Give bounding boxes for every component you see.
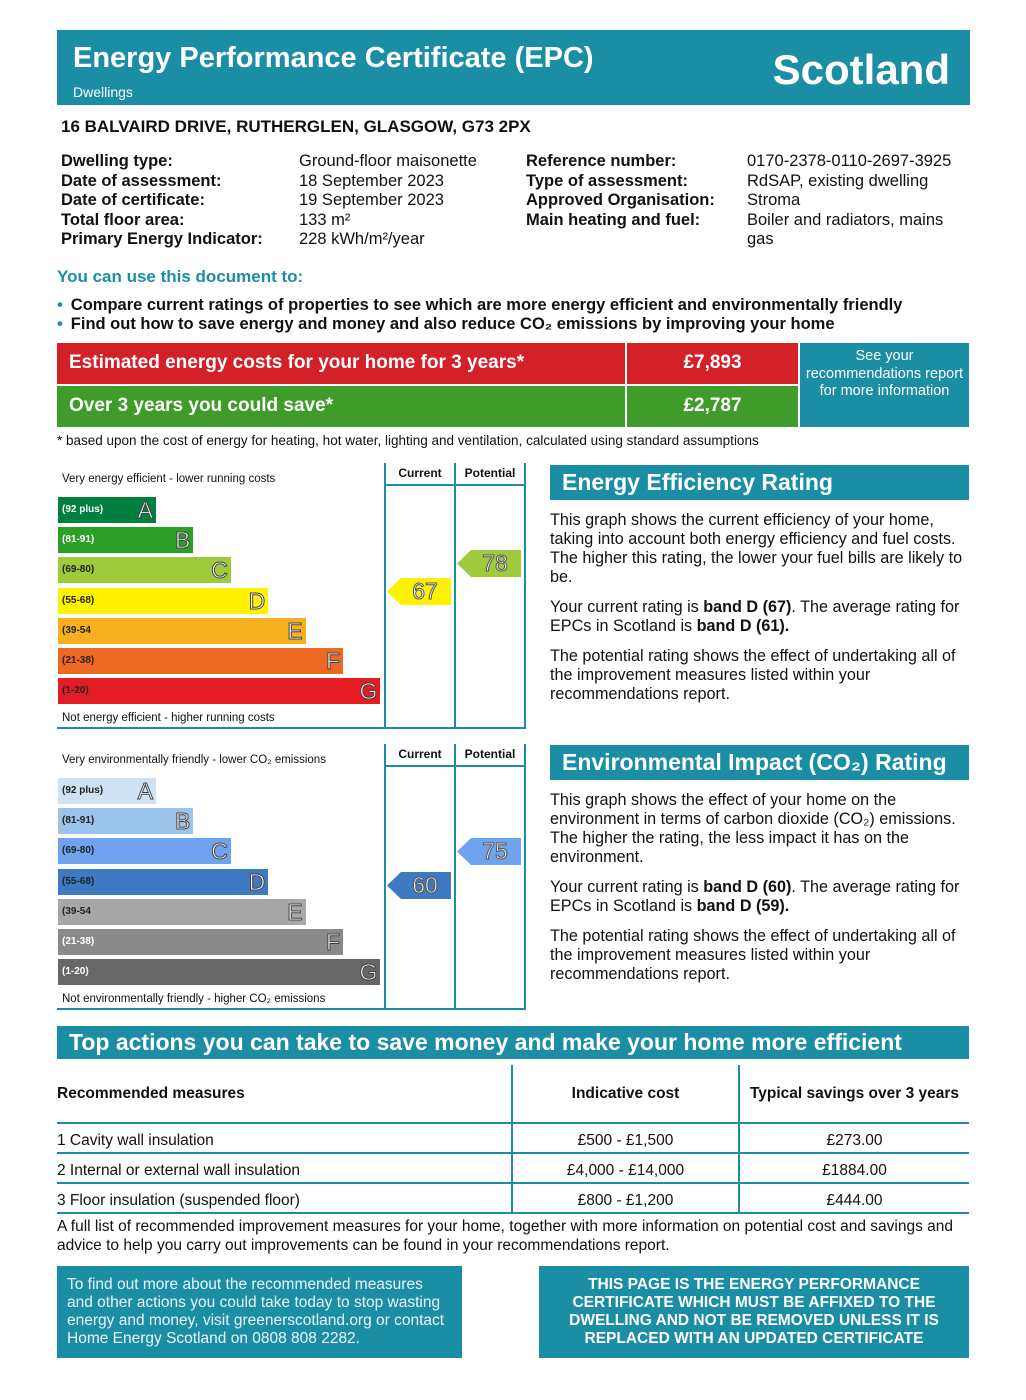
potential-rating-pointer: 75: [457, 838, 521, 865]
estimated-cost-value: £7,893: [627, 343, 798, 384]
info-value: 0170-2378-0110-2697-3925: [747, 152, 952, 170]
property-address: 16 BALVAIRD DRIVE, RUTHERGLEN, GLASGOW, …: [61, 117, 531, 136]
environmental-impact-chart: Very environmentally friendly - lower CO…: [57, 744, 527, 1010]
panel-heading: Energy Efficiency Rating: [550, 465, 969, 500]
chart-bottom-caption: Not energy efficient - higher running co…: [62, 712, 275, 724]
energy-efficiency-panel: Energy Efficiency Rating This graph show…: [550, 465, 969, 704]
panel-text: This graph shows the effect of your home…: [550, 791, 956, 866]
chart-top-caption: Very energy efficient - lower running co…: [62, 473, 276, 485]
info-label: Primary Energy Indicator:: [61, 230, 263, 248]
info-label: Date of certificate:: [61, 191, 205, 209]
potential-column-header: Potential: [464, 466, 516, 480]
bullet-item: • Find out how to save energy and money a…: [57, 315, 835, 333]
see-recommendations-box: See your recommendations report for more…: [800, 343, 969, 427]
potential-rating-pointer: 78: [457, 550, 521, 577]
info-label: Approved Organisation:: [526, 191, 715, 209]
column-header: Recommended measures: [57, 1065, 512, 1124]
info-row: Date of assessment: 18 September 2023: [61, 172, 524, 192]
rating-band-e: (39-54 E: [58, 617, 306, 644]
rating-band-c: (69-80) C: [58, 838, 231, 865]
current-column-header: Current: [398, 466, 442, 480]
potential-column-header: Potential: [464, 747, 516, 761]
current-rating-pointer: 67: [387, 578, 451, 605]
info-left: Dwelling type: Ground-floor maisonette Dat…: [61, 152, 524, 250]
info-label: Type of assessment:: [526, 171, 689, 190]
chart-bottom-caption: Not environmentally friendly - higher CO…: [62, 993, 326, 1005]
info-value: 228 kWh/m²/year: [299, 230, 425, 248]
panel-text: The potential rating shows the effect of…: [550, 647, 956, 703]
table-row: 3 Floor insulation (suspended floor) £800…: [57, 1183, 969, 1214]
info-right: Reference number: 0170-2378-0110-2697-392…: [526, 152, 972, 250]
info-label: Dwelling type:: [61, 152, 173, 170]
recommended-measures-table: Recommended measures Indicative cost Typ…: [57, 1065, 969, 1214]
recommendations-note: A full list of recommended improvement m…: [57, 1218, 954, 1254]
footnote: * based upon the cost of energy for heat…: [57, 433, 759, 448]
rating-band-f: (21-38) F: [58, 929, 343, 956]
bullet-item: • Compare current ratings of properties t…: [57, 296, 903, 314]
header-banner: Energy Performance Certificate (EPC) Dwe…: [57, 30, 970, 105]
use-heading: You can use this document to:: [57, 267, 304, 286]
current-column-header: Current: [398, 747, 442, 761]
rating-band-f: (21-38) F: [58, 648, 343, 675]
page-subtitle: Dwellings: [73, 84, 133, 100]
panel-text: This graph shows the current efficiency …: [550, 511, 963, 586]
panel-heading: Environmental Impact (CO₂) Rating: [550, 745, 969, 780]
info-value: 18 September 2023: [299, 171, 444, 190]
info-label: Main heating and fuel:: [526, 210, 701, 229]
panel-text: Your current rating is band D (60). The …: [550, 878, 960, 915]
info-value: 19 September 2023: [299, 191, 444, 209]
rating-band-e: (39-54 E: [58, 898, 306, 925]
table-row: 2 Internal or external wall insulation £4…: [57, 1153, 969, 1184]
rating-band-a: (92 plus) A: [58, 778, 156, 805]
panel-text: Your current rating is band D (67). The …: [550, 598, 960, 635]
rating-band-a: (92 plus) A: [58, 497, 156, 524]
info-label: Reference number:: [526, 152, 677, 170]
info-value: RdSAP, existing dwelling: [747, 171, 929, 190]
rating-band-d: (55-68) D: [58, 868, 269, 895]
panel-text: The potential rating shows the effect of…: [550, 927, 956, 983]
estimated-cost-row: Estimated energy costs for your home for…: [57, 343, 798, 384]
info-value: Boiler and radiators, mains gas: [747, 210, 944, 249]
column-header: Indicative cost: [511, 1065, 739, 1124]
rating-band-g: (1-20) G: [58, 959, 381, 986]
more-info-box: To find out more about the recommended m…: [57, 1266, 462, 1358]
info-label: Total floor area:: [61, 210, 185, 229]
column-header: Typical savings over 3 years: [738, 1065, 969, 1124]
rating-band-b: (81-91) B: [58, 527, 194, 554]
info-row: Approved Organisation: Stroma: [526, 191, 972, 211]
info-row: Total floor area: 133 m²: [61, 211, 524, 231]
info-value: 133 m²: [299, 210, 351, 229]
rating-band-c: (69-80) C: [58, 557, 231, 584]
info-row: Date of certificate: 19 September 2023: [61, 191, 524, 211]
info-value: Stroma: [747, 191, 801, 209]
table-row: 1 Cavity wall insulation £500 - £1,500 £27…: [57, 1123, 969, 1154]
info-row: Type of assessment: RdSAP, existing dwell…: [526, 172, 972, 192]
info-row: Dwelling type: Ground-floor maisonette: [61, 152, 524, 172]
energy-efficiency-chart: Very energy efficient - lower running co…: [57, 463, 527, 729]
affix-notice-box: THIS PAGE IS THE ENERGY PERFORMANCE CERT…: [539, 1266, 969, 1358]
environmental-impact-panel: Environmental Impact (CO₂) Rating This g…: [550, 745, 969, 984]
info-row: Main heating and fuel: Boiler and radiato…: [526, 211, 972, 250]
info-row: Primary Energy Indicator: 228 kWh/m²/year: [61, 230, 524, 250]
savings-value: £2,787: [627, 386, 798, 427]
rating-band-d: (55-68) D: [58, 587, 269, 614]
savings-row: Over 3 years you could save* £2,787: [57, 386, 798, 427]
info-row: Reference number: 0170-2378-0110-2697-392…: [526, 152, 972, 172]
top-actions-heading: Top actions you can take to save money a…: [57, 1026, 969, 1059]
region-label: Scotland: [772, 46, 950, 93]
rating-band-g: (1-20) G: [58, 678, 381, 705]
info-value: Ground-floor maisonette: [299, 152, 477, 170]
current-rating-pointer: 60: [387, 872, 451, 899]
page-title: Energy Performance Certificate (EPC): [73, 42, 594, 74]
rating-band-b: (81-91) B: [58, 808, 194, 835]
info-label: Date of assessment:: [61, 171, 222, 190]
chart-top-caption: Very environmentally friendly - lower CO…: [62, 754, 326, 766]
